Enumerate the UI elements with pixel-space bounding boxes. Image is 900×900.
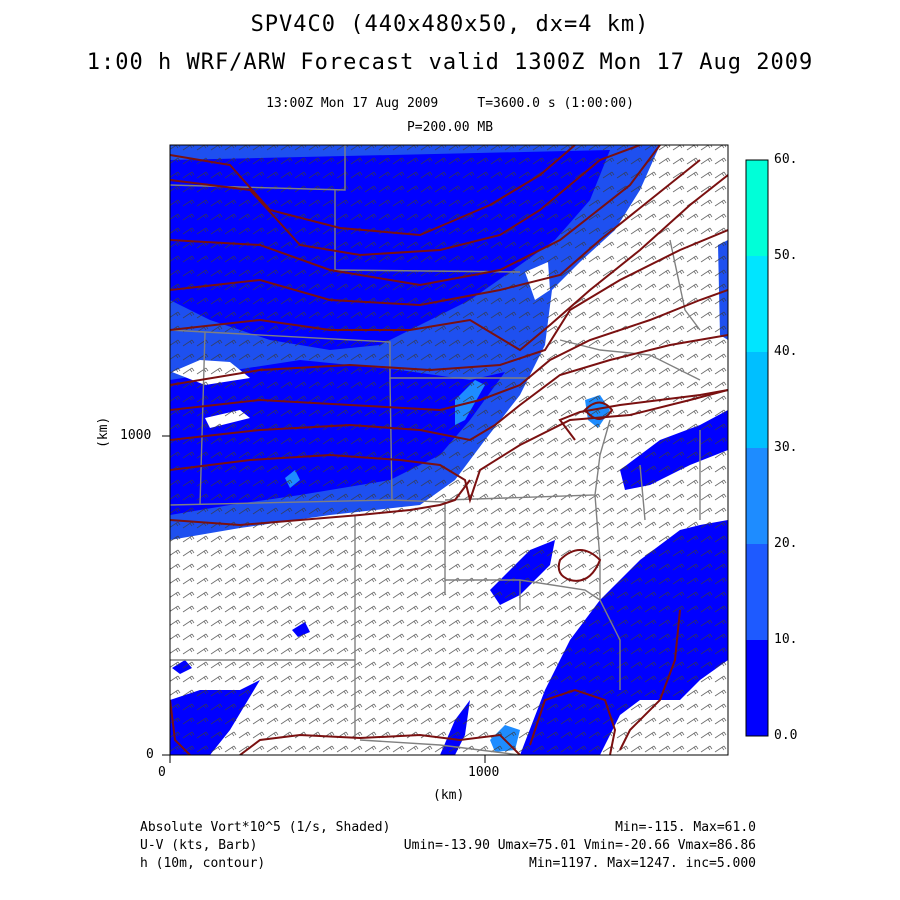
colorbar-swatch-40 xyxy=(746,256,768,352)
colorbar-swatch-10 xyxy=(746,544,768,640)
y-axis-label: (km) xyxy=(96,416,111,448)
plot-area xyxy=(170,145,728,755)
y-tick-1000: 1000 xyxy=(120,428,152,443)
footer-field-barb: U-V (kts, Barb) xyxy=(140,838,258,853)
x-tick-0: 0 xyxy=(158,765,166,780)
colorbar-label-10: 10. xyxy=(774,632,798,647)
colorbar-label-0: 0.0 xyxy=(774,728,798,743)
colorbar-label-60: 60. xyxy=(774,152,798,167)
valid-time-line: 13:00Z Mon 17 Aug 2009 T=3600.0 s (1:00:… xyxy=(266,96,634,111)
colorbar xyxy=(745,159,769,737)
footer-field-shaded: Absolute Vort*10^5 (1/s, Shaded) xyxy=(140,820,391,835)
colorbar-swatch-30 xyxy=(746,352,768,448)
footer-field-barb-range: Umin=-13.90 Umax=75.01 Vmin=-20.66 Vmax=… xyxy=(403,838,756,853)
colorbar-swatch-20 xyxy=(746,448,768,544)
wind-barb-field xyxy=(170,145,728,755)
plot-frame xyxy=(169,144,729,756)
figure-title: SPV4C0 (440x480x50, dx=4 km) xyxy=(250,12,650,37)
y-tick-0: 0 xyxy=(146,747,154,762)
colorbar-swatch-0 xyxy=(746,640,768,736)
footer-field-contour: h (10m, contour) xyxy=(140,856,266,871)
colorbar-swatch-50 xyxy=(746,160,768,256)
footer-field-shaded-range: Min=-115. Max=61.0 xyxy=(615,820,756,835)
footer-field-contour-range: Min=1197. Max=1247. inc=5.000 xyxy=(529,856,756,871)
x-axis-label: (km) xyxy=(433,788,465,803)
colorbar-label-40: 40. xyxy=(774,344,798,359)
figure-subtitle: 1:00 h WRF/ARW Forecast valid 1300Z Mon … xyxy=(86,50,814,75)
height-contours xyxy=(170,145,728,755)
colorbar-label-50: 50. xyxy=(774,248,798,263)
colorbar-label-30: 30. xyxy=(774,440,798,455)
axis-ticks xyxy=(162,435,486,763)
pressure-level-line: P=200.00 MB xyxy=(406,120,494,135)
x-tick-1000: 1000 xyxy=(468,765,500,780)
colorbar-label-20: 20. xyxy=(774,536,798,551)
